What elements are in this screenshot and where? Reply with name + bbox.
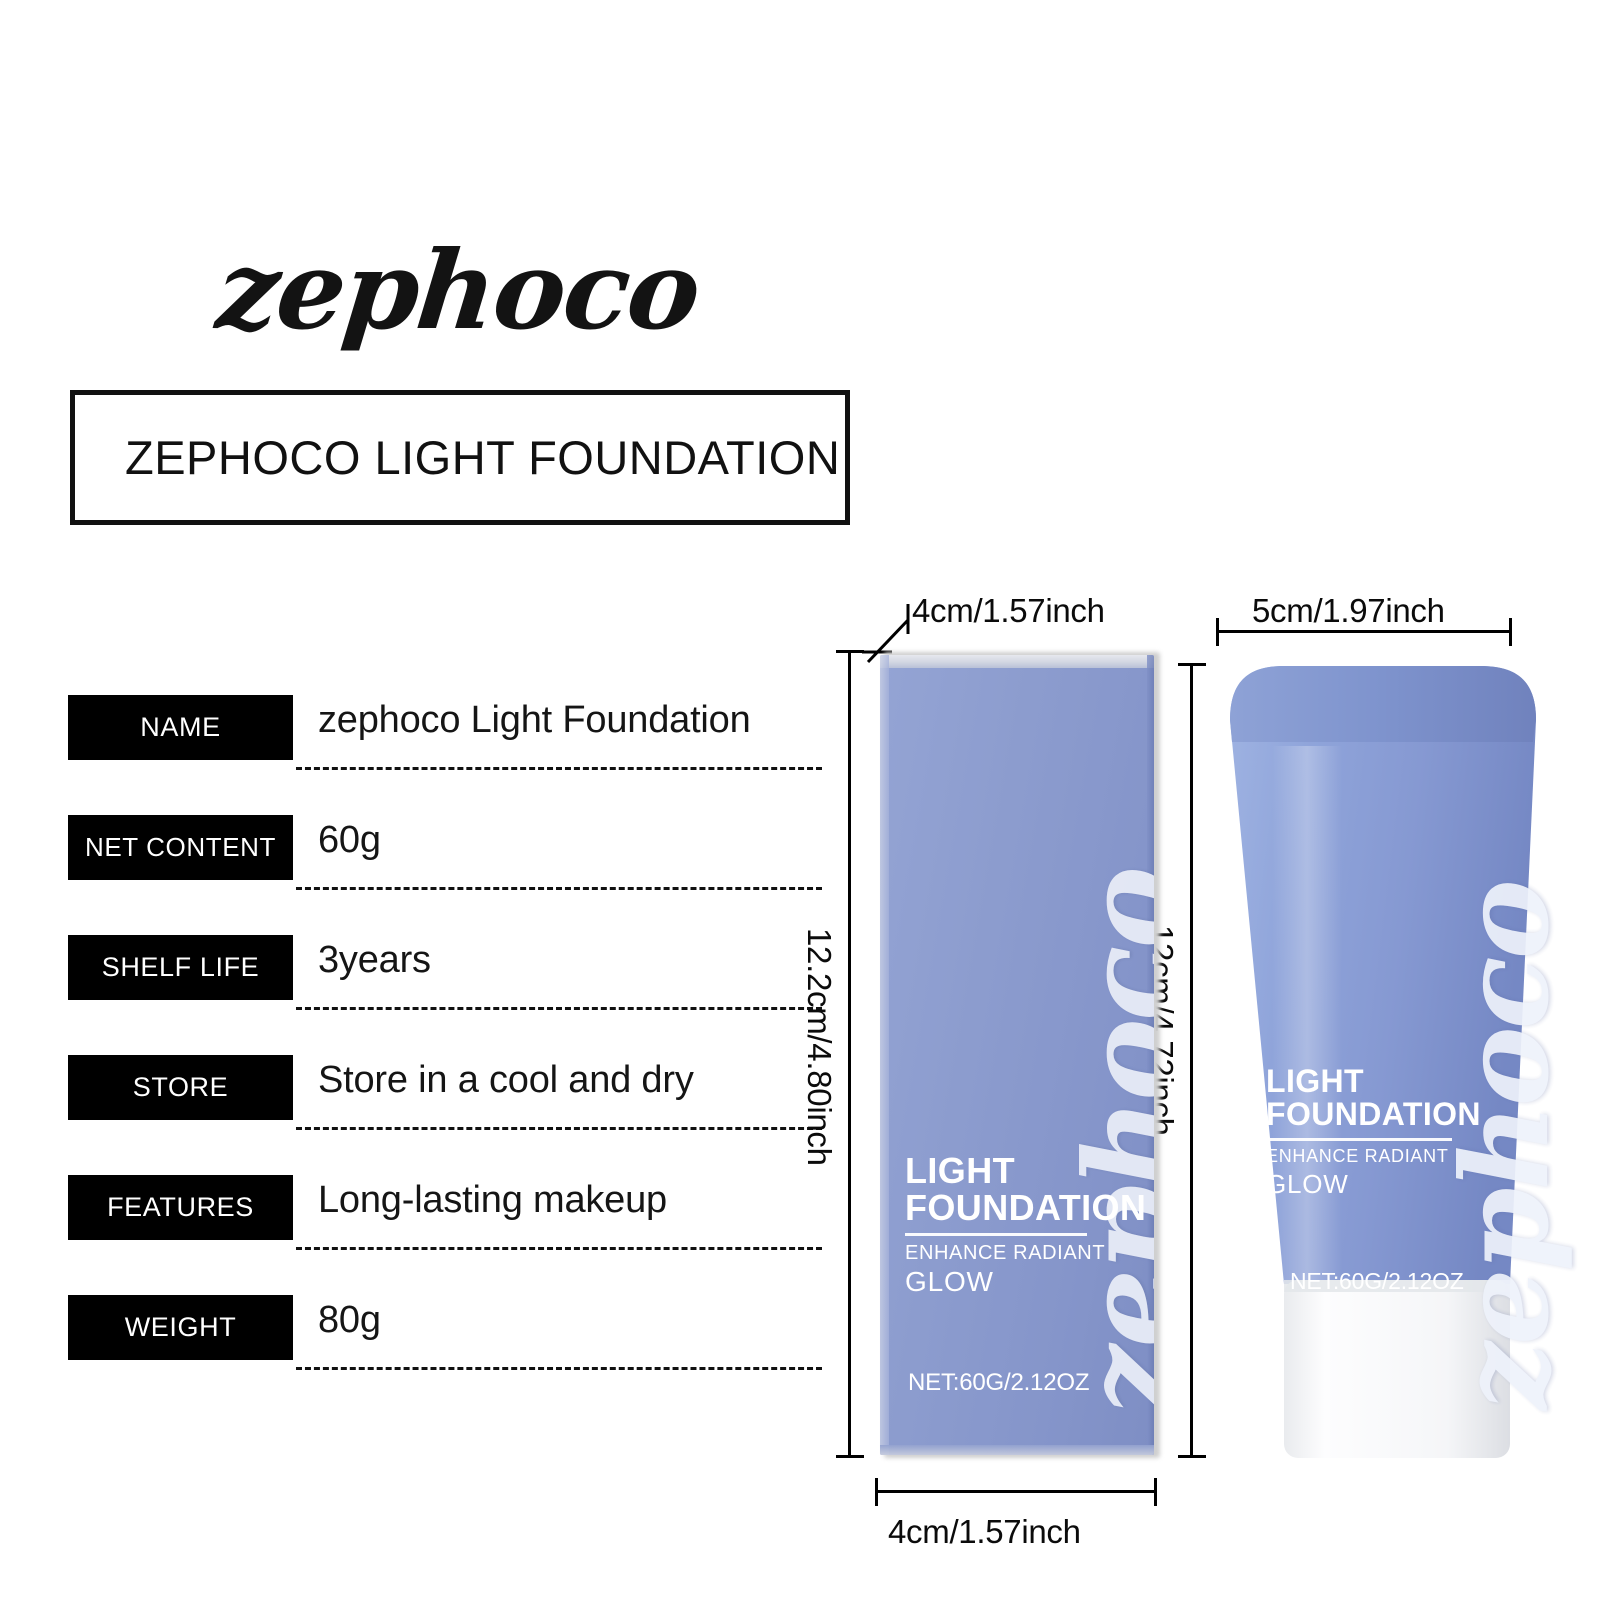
spec-label-shelf-life: SHELF LIFE <box>68 935 293 1000</box>
product-tube: zephoco LIGHT FOUNDATION ENHANCE RADIANT… <box>1180 650 1580 1480</box>
table-row: STORE Store in a cool and dry <box>68 1055 822 1175</box>
box-width-dim-line <box>875 1490 1157 1493</box>
spec-divider <box>296 1127 822 1130</box>
box-net-weight: NET:60G/2.12OZ <box>908 1369 1090 1396</box>
box-height-tick-top <box>836 650 864 653</box>
table-row: NET CONTENT 60g <box>68 815 822 935</box>
tube-height-tick-bottom <box>1178 1455 1206 1458</box>
tube-copy-block: LIGHT FOUNDATION ENHANCE RADIANT GLOW <box>1266 1063 1506 1200</box>
spec-value-store: Store in a cool and dry <box>318 1059 694 1101</box>
product-box: zephoco LIGHT FOUNDATION ENHANCE RADIANT… <box>880 655 1154 1455</box>
spec-label-store: STORE <box>68 1055 293 1120</box>
spec-label-features: FEATURES <box>68 1175 293 1240</box>
tube-body-shape <box>1230 666 1536 1458</box>
dim-label-tube-width: 5cm/1.97inch <box>1252 592 1445 629</box>
tube-line-light: LIGHT <box>1266 1063 1364 1099</box>
tube-width-tick-left <box>1216 618 1219 646</box>
spec-value-weight: 80g <box>318 1299 381 1341</box>
box-copy-block: LIGHT FOUNDATION ENHANCE RADIANT GLOW <box>905 1150 1147 1298</box>
spec-divider <box>296 1247 822 1250</box>
box-width-tick-left <box>875 1478 878 1506</box>
tube-line-enhance: ENHANCE RADIANT <box>1266 1145 1449 1166</box>
dim-label-box-depth: 4cm/1.57inch <box>912 592 1105 629</box>
tube-rule <box>1266 1137 1452 1141</box>
spec-divider <box>296 887 822 890</box>
spec-value-shelf-life: 3years <box>318 939 431 981</box>
spec-value-features: Long-lasting makeup <box>318 1179 667 1221</box>
spec-divider <box>296 1367 822 1370</box>
tube-net-weight: NET:60G/2.12OZ <box>1290 1268 1464 1294</box>
spec-divider <box>296 1007 822 1010</box>
dim-label-box-width: 4cm/1.57inch <box>888 1513 1081 1550</box>
box-right-edge <box>1147 655 1154 1455</box>
box-line-glow: GLOW <box>905 1266 994 1298</box>
dim-label-box-height: 12.2cm/4.80inch <box>801 928 838 1166</box>
tube-width-tick-right <box>1509 618 1512 646</box>
box-line-enhance: ENHANCE RADIANT <box>905 1242 1106 1265</box>
spec-label-name: NAME <box>68 695 293 760</box>
box-brand-script: zephoco <box>1058 868 1154 1415</box>
spec-label-net-content: NET CONTENT <box>68 815 293 880</box>
spec-value-name: zephoco Light Foundation <box>318 699 751 741</box>
tube-width-dim-line <box>1216 630 1512 633</box>
box-line-foundation: FOUNDATION <box>905 1186 1147 1228</box>
box-height-tick-bottom <box>836 1455 864 1458</box>
box-height-dim-line <box>848 650 851 1458</box>
box-left-edge <box>880 655 889 1455</box>
spec-table: NAME zephoco Light Foundation NET CONTEN… <box>68 695 822 1415</box>
tube-height-tick-top <box>1178 663 1206 666</box>
tube-height-dim-line <box>1190 663 1193 1458</box>
tube-line-glow: GLOW <box>1266 1168 1349 1199</box>
table-row: SHELF LIFE 3years <box>68 935 822 1055</box>
box-width-tick-right <box>1154 1478 1157 1506</box>
box-rule <box>905 1233 1087 1237</box>
box-bottom-edge <box>880 1445 1154 1455</box>
spec-label-weight: WEIGHT <box>68 1295 293 1360</box>
spec-value-net-content: 60g <box>318 819 381 861</box>
tube-line-foundation: FOUNDATION <box>1266 1096 1481 1133</box>
box-lid-strip <box>880 655 1154 668</box>
table-row: NAME zephoco Light Foundation <box>68 695 822 815</box>
page-title: ZEPHOCO LIGHT FOUNDATION <box>125 431 841 484</box>
table-row: FEATURES Long-lasting makeup <box>68 1175 822 1295</box>
spec-divider <box>296 767 822 770</box>
table-row: WEIGHT 80g <box>68 1295 822 1415</box>
product-title-box: ZEPHOCO LIGHT FOUNDATION <box>70 390 850 525</box>
box-line-light: LIGHT <box>905 1150 1015 1191</box>
